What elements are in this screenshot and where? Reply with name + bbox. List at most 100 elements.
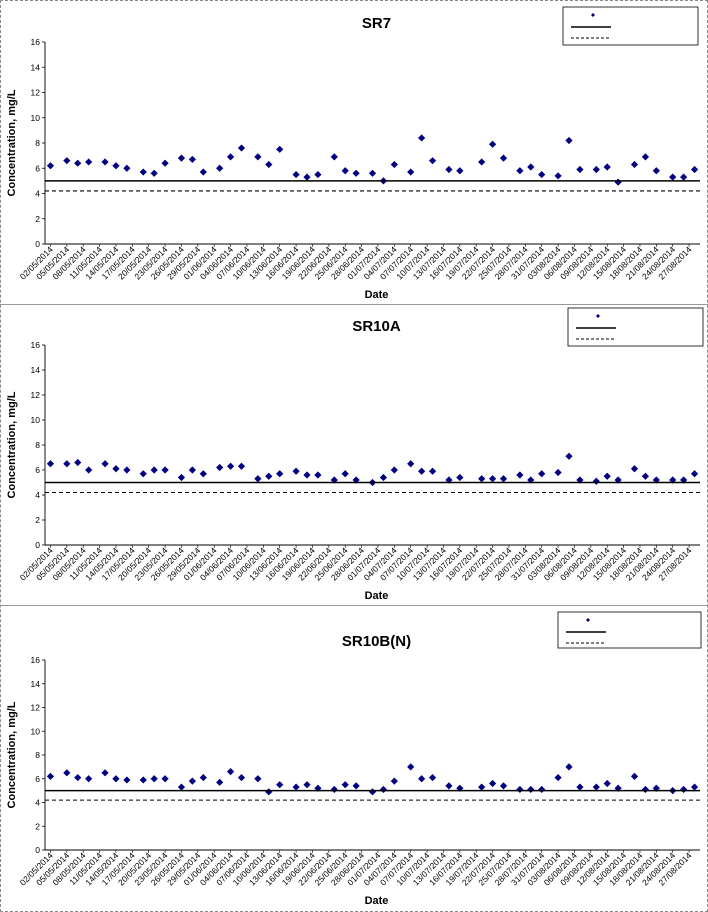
- data-point: [407, 168, 415, 176]
- data-point: [101, 460, 109, 468]
- data-point: [254, 475, 262, 483]
- data-point: [428, 773, 437, 782]
- legend-box: [567, 307, 704, 347]
- data-point: [123, 776, 131, 784]
- y-tick-label: 4: [35, 189, 40, 199]
- y-tick-label: 6: [35, 774, 40, 784]
- data-point: [603, 163, 611, 171]
- legend: [557, 611, 702, 649]
- data-point: [630, 160, 639, 169]
- data-point: [554, 172, 562, 180]
- legend-box: [557, 611, 702, 649]
- data-point: [177, 473, 186, 482]
- y-tick-label: 10: [31, 726, 41, 736]
- data-point: [123, 466, 131, 474]
- data-point: [516, 471, 524, 479]
- data-point: [352, 169, 360, 177]
- data-point: [101, 158, 109, 166]
- data-point: [603, 779, 611, 788]
- data-point: [265, 160, 273, 169]
- data-point: [652, 167, 660, 175]
- data-point: [527, 163, 535, 171]
- data-point: [499, 782, 508, 790]
- data-point: [276, 145, 284, 153]
- data-point: [276, 470, 284, 478]
- data-point: [603, 472, 611, 480]
- data-point: [292, 170, 300, 179]
- data-point: [314, 170, 322, 179]
- y-tick-label: 4: [35, 490, 40, 500]
- data-point: [527, 785, 535, 794]
- data-point: [265, 788, 273, 796]
- data-point: [254, 153, 262, 161]
- data-point: [576, 165, 584, 174]
- y-tick-label: 14: [31, 679, 41, 689]
- data-point: [478, 475, 486, 483]
- x-axis-label: Date: [365, 289, 389, 301]
- data-point: [680, 785, 688, 794]
- data-point: [85, 775, 93, 783]
- data-point: [592, 165, 600, 174]
- data-point: [63, 460, 71, 468]
- x-axis-label: Date: [365, 590, 389, 602]
- chart-svg: SR10B(N)024681012141602/05/201405/05/201…: [6, 611, 702, 907]
- data-point: [330, 153, 338, 161]
- legend: [562, 6, 699, 46]
- data-point: [226, 768, 235, 776]
- data-point: [46, 772, 55, 780]
- data-point: [46, 460, 55, 468]
- data-point: [516, 785, 524, 794]
- data-point: [478, 158, 486, 166]
- legend: [567, 307, 704, 347]
- chart-svg: SR7024681012141602/05/201405/05/201408/0…: [6, 6, 700, 301]
- data-point: [576, 783, 584, 791]
- data-point: [150, 775, 158, 783]
- y-tick-label: 12: [31, 88, 41, 98]
- y-tick-label: 8: [35, 138, 40, 148]
- data-point: [538, 785, 546, 794]
- y-tick-label: 4: [35, 798, 40, 808]
- data-point: [292, 783, 300, 791]
- data-point: [254, 775, 262, 783]
- y-tick-label: 0: [35, 540, 40, 550]
- y-tick-label: 2: [35, 821, 40, 831]
- legend-marker-points: [586, 618, 590, 622]
- y-tick-label: 16: [31, 655, 41, 665]
- data-point: [341, 167, 349, 175]
- data-point: [199, 773, 207, 782]
- data-point: [407, 763, 415, 771]
- y-tick-label: 10: [31, 415, 41, 425]
- x-axis-label: Date: [365, 895, 389, 907]
- data-point: [592, 477, 600, 485]
- data-point: [139, 470, 147, 478]
- data-point: [379, 785, 388, 794]
- data-point: [630, 772, 639, 780]
- y-axis-label: Concentration, mg/L: [6, 89, 18, 196]
- data-point: [112, 775, 120, 783]
- data-point: [46, 162, 55, 170]
- data-point: [226, 153, 235, 161]
- data-point: [445, 165, 453, 174]
- y-tick-label: 0: [35, 239, 40, 249]
- data-point: [188, 155, 196, 164]
- y-tick-label: 2: [35, 214, 40, 224]
- data-point: [368, 169, 377, 177]
- data-point: [303, 781, 311, 789]
- data-point: [669, 173, 677, 181]
- data-point: [630, 465, 639, 473]
- data-point: [216, 778, 224, 786]
- data-point: [538, 470, 546, 478]
- data-point: [237, 144, 246, 152]
- data-point: [368, 788, 377, 796]
- data-point: [554, 468, 562, 477]
- y-tick-label: 6: [35, 163, 40, 173]
- data-point: [680, 173, 688, 181]
- data-point: [74, 458, 82, 467]
- data-point: [592, 783, 600, 791]
- data-point: [478, 783, 486, 791]
- data-point: [139, 776, 147, 784]
- data-point: [112, 162, 120, 170]
- chart-panel-sr7: SR7 0 2 4 6 8 10 12 14 16 02/05/2014 05/05/2014 08/0…: [0, 0, 708, 304]
- data-point: [199, 470, 207, 478]
- data-point: [499, 475, 508, 483]
